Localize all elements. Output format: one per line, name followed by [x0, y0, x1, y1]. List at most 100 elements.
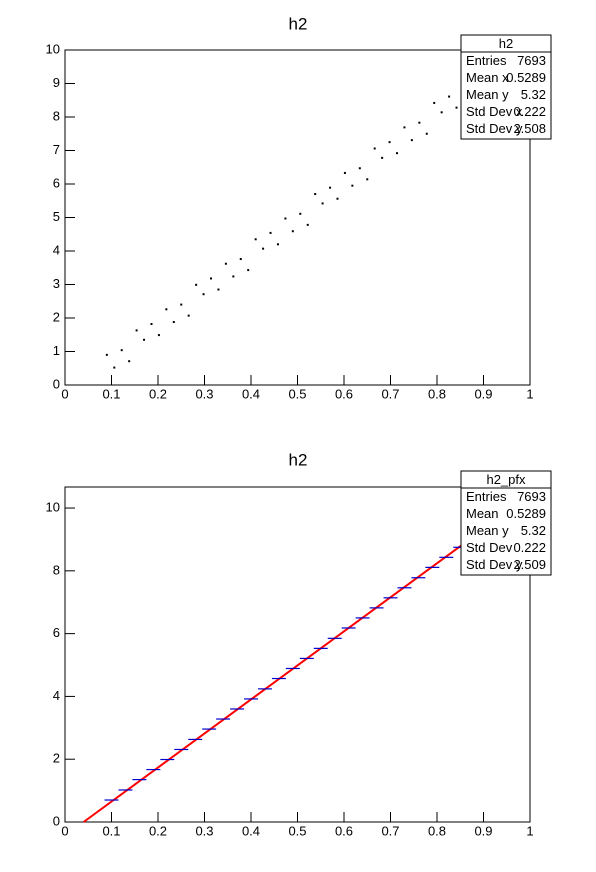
point — [433, 101, 436, 104]
x-tick-label: 1 — [526, 823, 533, 838]
stats-value: 2.509 — [513, 557, 546, 572]
stats-label: Std Dev y — [466, 557, 523, 572]
point — [276, 243, 279, 246]
y-tick-label: 8 — [53, 562, 60, 577]
x-tick-label: 0.5 — [288, 823, 306, 838]
stats-label: Mean y — [466, 523, 509, 538]
y-tick-label: 5 — [53, 209, 60, 224]
point — [314, 193, 317, 196]
x-tick-label: 0.8 — [428, 823, 446, 838]
y-tick-label: 4 — [53, 242, 60, 257]
plot-frame — [64, 486, 531, 823]
point — [224, 262, 227, 265]
stats-label: Std Dev — [466, 540, 513, 555]
y-tick-label: 2 — [53, 309, 60, 324]
x-tick-label: 0.9 — [474, 823, 492, 838]
point — [172, 321, 175, 324]
stats-label: Mean x — [466, 70, 509, 85]
point — [217, 288, 220, 291]
stats-label: Mean — [466, 506, 499, 521]
point — [239, 258, 242, 261]
point — [388, 141, 391, 144]
stats-label: Entries — [466, 53, 507, 68]
point — [247, 269, 250, 272]
point — [351, 184, 354, 187]
stats-value: 7693 — [517, 489, 546, 504]
chart-title: h2 — [289, 14, 308, 33]
y-tick-label: 10 — [46, 499, 60, 514]
y-tick-label: 0 — [53, 376, 60, 391]
x-tick-label: 0.6 — [335, 386, 353, 401]
y-tick-label: 3 — [53, 276, 60, 291]
point — [440, 111, 443, 114]
x-tick-label: 0.7 — [381, 823, 399, 838]
point — [254, 238, 257, 241]
stats-title: h2_pfx — [486, 472, 526, 487]
point — [128, 360, 131, 363]
x-tick-label: 0.2 — [149, 386, 167, 401]
x-tick-label: 1 — [526, 386, 533, 401]
x-tick-label: 0.6 — [335, 823, 353, 838]
x-tick-label: 0.5 — [288, 386, 306, 401]
stats-value: 0.5289 — [506, 70, 546, 85]
point — [269, 231, 272, 234]
point — [135, 329, 138, 332]
y-tick-label: 4 — [53, 688, 60, 703]
point — [448, 95, 451, 98]
point — [284, 217, 287, 220]
point — [262, 247, 265, 250]
stats-label: Mean y — [466, 87, 509, 102]
stats-label: Std Dev y — [466, 121, 523, 136]
point — [195, 283, 198, 286]
point — [343, 171, 346, 174]
point — [403, 126, 406, 129]
x-tick-label: 0.8 — [428, 386, 446, 401]
point — [306, 223, 309, 226]
y-tick-label: 10 — [46, 41, 60, 56]
stats-value: 7693 — [517, 53, 546, 68]
y-tick-label: 8 — [53, 108, 60, 123]
point — [180, 303, 183, 306]
stats-title: h2 — [499, 36, 513, 51]
point — [455, 106, 458, 109]
fit-line — [83, 538, 471, 823]
x-tick-label: 0.7 — [381, 386, 399, 401]
y-tick-label: 6 — [53, 175, 60, 190]
point — [329, 186, 332, 189]
point — [187, 314, 190, 317]
x-tick-label: 0.4 — [242, 823, 260, 838]
x-tick-label: 0.3 — [195, 823, 213, 838]
point — [105, 353, 108, 356]
point — [232, 275, 235, 278]
point — [157, 334, 160, 337]
point — [418, 121, 421, 124]
plot-frame — [64, 49, 531, 386]
point — [143, 338, 146, 341]
chart-title: h2 — [289, 450, 308, 469]
x-tick-label: 0.2 — [149, 823, 167, 838]
point — [150, 323, 153, 326]
x-tick-label: 0.1 — [102, 386, 120, 401]
y-tick-label: 2 — [53, 751, 60, 766]
point — [336, 197, 339, 200]
y-tick-label: 6 — [53, 625, 60, 640]
stats-label: Std Dev x — [466, 104, 523, 119]
point — [202, 293, 205, 296]
y-tick-label: 9 — [53, 75, 60, 90]
point — [410, 139, 413, 142]
x-tick-label: 0.4 — [242, 386, 260, 401]
point — [366, 178, 369, 181]
point — [291, 230, 294, 233]
stats-label: Entries — [466, 489, 507, 504]
point — [210, 277, 213, 280]
stats-value: 5.32 — [521, 523, 546, 538]
x-tick-label: 0 — [61, 823, 68, 838]
point — [381, 156, 384, 159]
stats-value: 2.508 — [513, 121, 546, 136]
point — [358, 167, 361, 170]
x-tick-label: 0.1 — [102, 823, 120, 838]
y-tick-label: 0 — [53, 813, 60, 828]
point — [120, 349, 123, 352]
stats-value: 5.32 — [521, 87, 546, 102]
